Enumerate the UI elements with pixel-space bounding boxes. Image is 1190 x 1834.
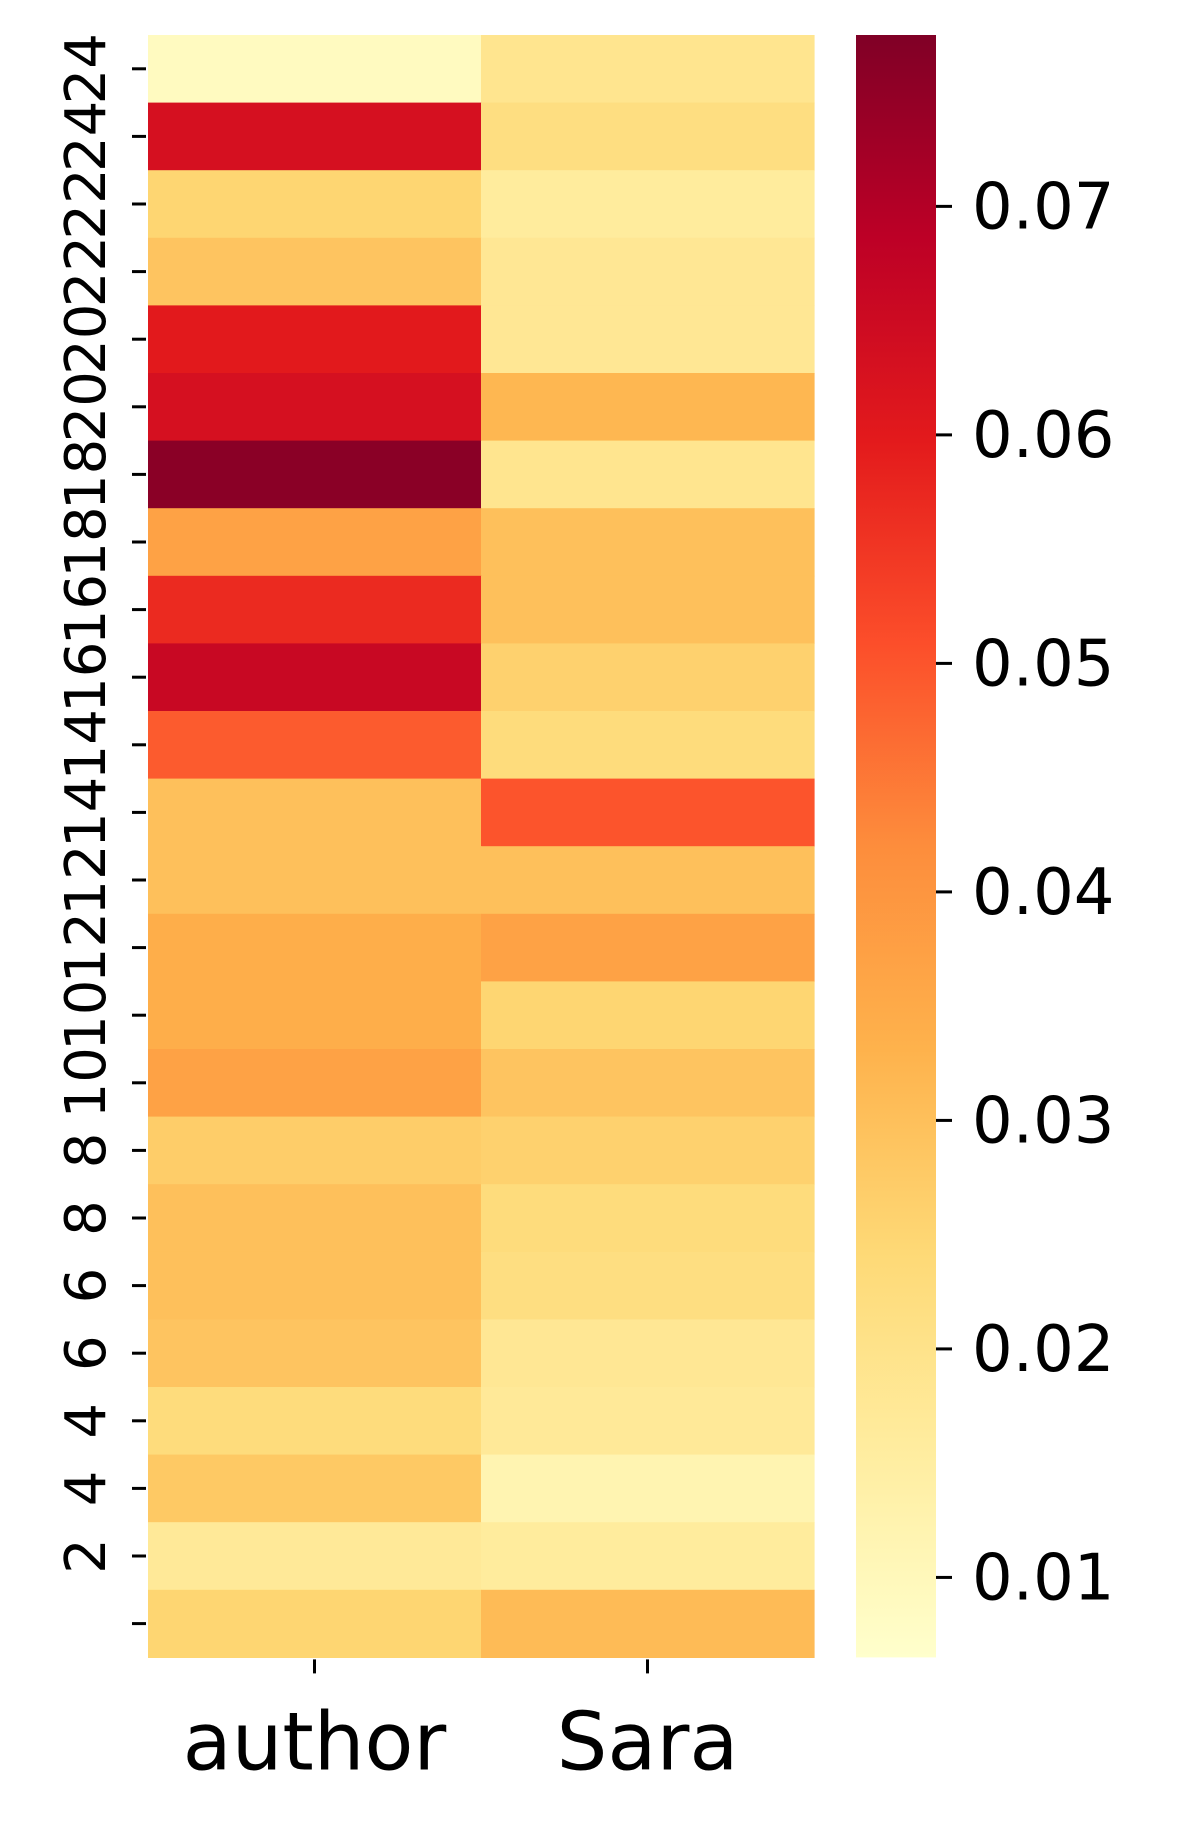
x-tick-label: Sara [557,1695,739,1788]
y-tick-label: 8 [54,1200,119,1236]
heatmap-cell [148,35,482,104]
heatmap-cell [148,305,482,374]
y-tick-label: 24 [54,33,119,104]
y-tick-label: 20 [54,371,119,442]
heatmap-cell [481,508,815,577]
x-axis-ticks [313,1659,649,1674]
colorbar-tick-label: 0.01 [972,1541,1115,1615]
heatmap-cell [148,1522,482,1591]
heatmap-cell [481,913,815,982]
y-tick-label: 4 [54,1471,119,1507]
heatmap-cell [481,1589,815,1658]
colorbar-tick-labels: 0.01 0.02 0.03 0.04 0.05 0.06 0.07 [972,170,1115,1615]
y-tick-label: 2 [54,1538,119,1574]
heatmap-cell [481,1319,815,1388]
colorbar-tick-label: 0.06 [972,399,1115,473]
heatmap-cell [148,237,482,306]
colorbar-tick-label: 0.05 [972,627,1115,701]
y-tick-label: 6 [54,1268,119,1304]
heatmap-cell [148,1184,482,1253]
heatmap-cell [481,1049,815,1118]
heatmap-cell [481,778,815,847]
colorbar-ticks [936,204,952,1579]
y-tick-label: 14 [54,709,119,780]
heatmap-cell [481,440,815,509]
x-tick-label: author [183,1695,447,1788]
y-tick-label: 22 [54,236,119,307]
colorbar [856,35,936,1658]
y-tick-label: 14 [54,777,119,848]
heatmap-cell [148,373,482,442]
heatmap-cell [148,981,482,1050]
y-tick-label: 10 [54,1047,119,1118]
heatmap-cell [148,1589,482,1658]
heatmap-cell [481,1387,815,1456]
colorbar-tick-label: 0.07 [972,170,1115,244]
heatmap-cell [481,1184,815,1253]
colorbar-tick-label: 0.03 [972,1084,1115,1158]
heatmap-cell [481,170,815,239]
heatmap-cell [481,102,815,171]
heatmap-cell [148,846,482,915]
heatmap-cell [481,35,815,104]
y-axis-ticks [132,67,146,1626]
heatmap-cell [481,981,815,1050]
heatmap-cell [481,643,815,712]
heatmap-cell [148,575,482,644]
y-tick-label: 16 [54,642,119,713]
y-tick-label: 22 [54,168,119,239]
heatmap-cell [481,1251,815,1320]
y-tick-label: 4 [54,1403,119,1439]
y-tick-label: 8 [54,1133,119,1169]
heatmap-cell [481,711,815,780]
y-tick-label: 18 [54,439,119,510]
heatmap-cell [148,643,482,712]
heatmap-cell [481,305,815,374]
y-tick-label: 24 [54,101,119,172]
y-tick-label: 12 [54,912,119,983]
y-tick-label: 20 [54,304,119,375]
heatmap-cell [148,778,482,847]
heatmap-cell [148,711,482,780]
y-tick-label: 16 [54,574,119,645]
colorbar-tick-label: 0.04 [972,856,1115,930]
heatmap-cell [481,237,815,306]
heatmap-cell [148,1116,482,1185]
heatmap-cell [148,440,482,509]
y-tick-label: 12 [54,844,119,915]
heatmap-cell [148,508,482,577]
heatmap-cells [148,35,815,1658]
y-tick-label: 10 [54,980,119,1051]
y-tick-label: 18 [54,506,119,577]
colorbar-tick-label: 0.02 [972,1313,1115,1387]
heatmap-cell [481,373,815,442]
heatmap-cell [481,1522,815,1591]
heatmap-cell [148,102,482,171]
x-axis-tick-labels: author Sara [183,1695,739,1788]
y-tick-label: 6 [54,1335,119,1371]
heatmap-cell [148,1251,482,1320]
heatmap-cell [148,1387,482,1456]
heatmap-cell [148,1319,482,1388]
heatmap-cell [481,575,815,644]
heatmap-cell [481,1454,815,1523]
heatmap-cell [148,1454,482,1523]
heatmap-cell [148,1049,482,1118]
heatmap-cell [148,913,482,982]
heatmap-cell [481,846,815,915]
heatmap-cell [148,170,482,239]
heatmap-cell [481,1116,815,1185]
